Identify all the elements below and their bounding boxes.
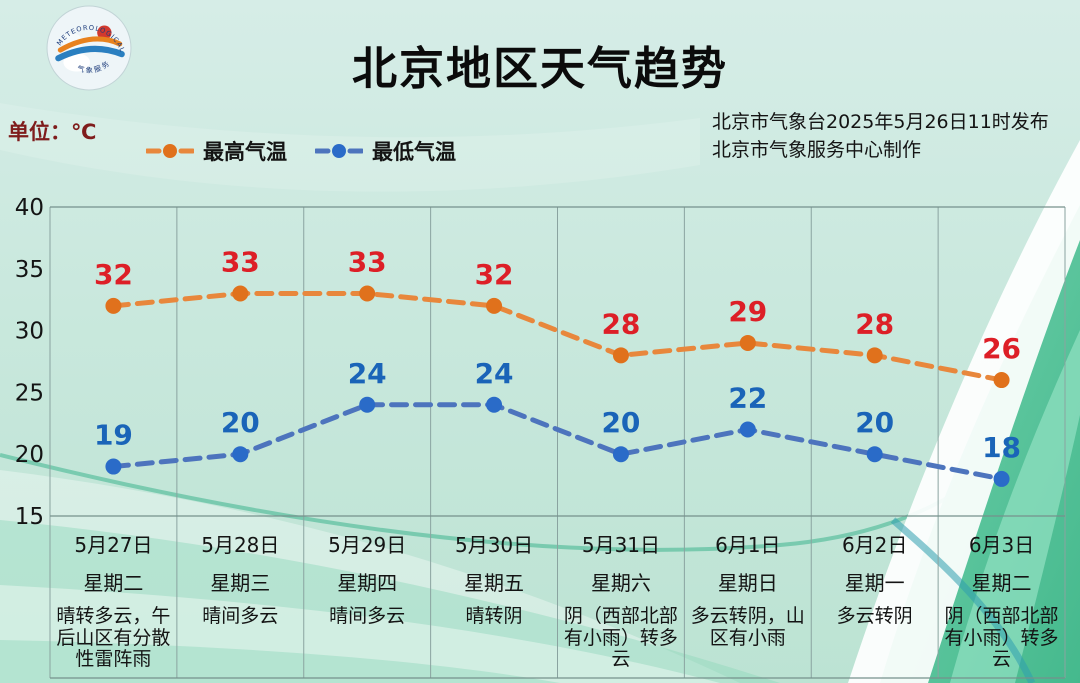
low-temp-point (232, 446, 249, 463)
logo-orange-swoosh (57, 36, 123, 53)
low-temp-label: 22 (728, 381, 767, 414)
low-temp-point (105, 458, 122, 475)
legend-item-low: 最低气温 (315, 136, 456, 166)
y-tick-label: 20 (15, 442, 44, 468)
logo-blue-swoosh (55, 45, 125, 62)
issuer-info: 北京市气象台2025年5月26日11时发布 北京市气象服务中心制作 (712, 108, 1049, 164)
logo-sun (97, 25, 112, 40)
y-tick-label: 25 (15, 380, 44, 406)
low-temp-label: 24 (475, 357, 514, 390)
high-temp-line (110, 291, 1005, 383)
high-temp-label: 29 (728, 295, 767, 328)
high-temp-point (866, 347, 883, 364)
meteorological-service-logo: METEOROLOGICAL SERVICE 气象服务 (46, 5, 132, 91)
high-temp-label: 33 (348, 246, 387, 279)
legend-swatch-low-icon (315, 144, 363, 158)
low-temp-line (110, 402, 1005, 482)
series-high: 32 33 33 32 28 29 28 26 (94, 246, 1021, 389)
y-tick-label: 35 (15, 257, 44, 283)
low-temp-label: 20 (221, 406, 260, 439)
issuer-line2: 北京市气象服务中心制作 (712, 139, 922, 161)
high-temp-point (232, 285, 249, 302)
low-temp-label: 20 (601, 406, 640, 439)
low-temp-point (993, 470, 1010, 487)
high-temp-label: 28 (601, 307, 640, 340)
low-temp-label: 18 (982, 431, 1021, 464)
y-axis: 40 35 30 25 20 15 (15, 195, 44, 530)
y-tick-label: 30 (15, 319, 44, 345)
issuer-line1: 北京市气象台2025年5月26日11时发布 (712, 111, 1049, 133)
legend-label: 最高气温 (203, 140, 287, 164)
y-tick-label: 15 (15, 504, 44, 530)
low-temp-point (612, 446, 629, 463)
series-low: 19 20 24 24 20 22 20 18 (94, 357, 1021, 487)
high-temp-point (993, 372, 1010, 389)
high-temp-label: 26 (982, 332, 1021, 365)
high-temp-label: 33 (221, 246, 260, 279)
legend-swatch-high-icon (146, 144, 194, 158)
legend-item-high: 最高气温 (146, 136, 287, 166)
page-title: 北京地区天气趋势 (351, 42, 728, 95)
high-temp-point (739, 334, 756, 351)
y-tick-label: 40 (15, 195, 44, 221)
low-temp-label: 20 (855, 406, 894, 439)
low-temp-label: 19 (94, 419, 133, 452)
logo-cloud (63, 53, 91, 72)
low-temp-point (359, 396, 376, 413)
low-temp-point (486, 396, 503, 413)
unit-label: 单位：℃ (8, 120, 97, 144)
low-temp-point (866, 446, 883, 463)
high-temp-label: 28 (855, 307, 894, 340)
low-temp-point (739, 421, 756, 438)
high-temp-point (612, 347, 629, 364)
high-temp-point (486, 297, 503, 314)
high-temp-point (105, 297, 122, 314)
legend-label: 最低气温 (372, 140, 456, 164)
high-temp-label: 32 (94, 258, 133, 291)
high-temp-point (359, 285, 376, 302)
grid-lines (49, 206, 1066, 679)
low-temp-label: 24 (348, 357, 387, 390)
legend: 最高气温 最低气温 (146, 136, 456, 166)
high-temp-label: 32 (475, 258, 514, 291)
